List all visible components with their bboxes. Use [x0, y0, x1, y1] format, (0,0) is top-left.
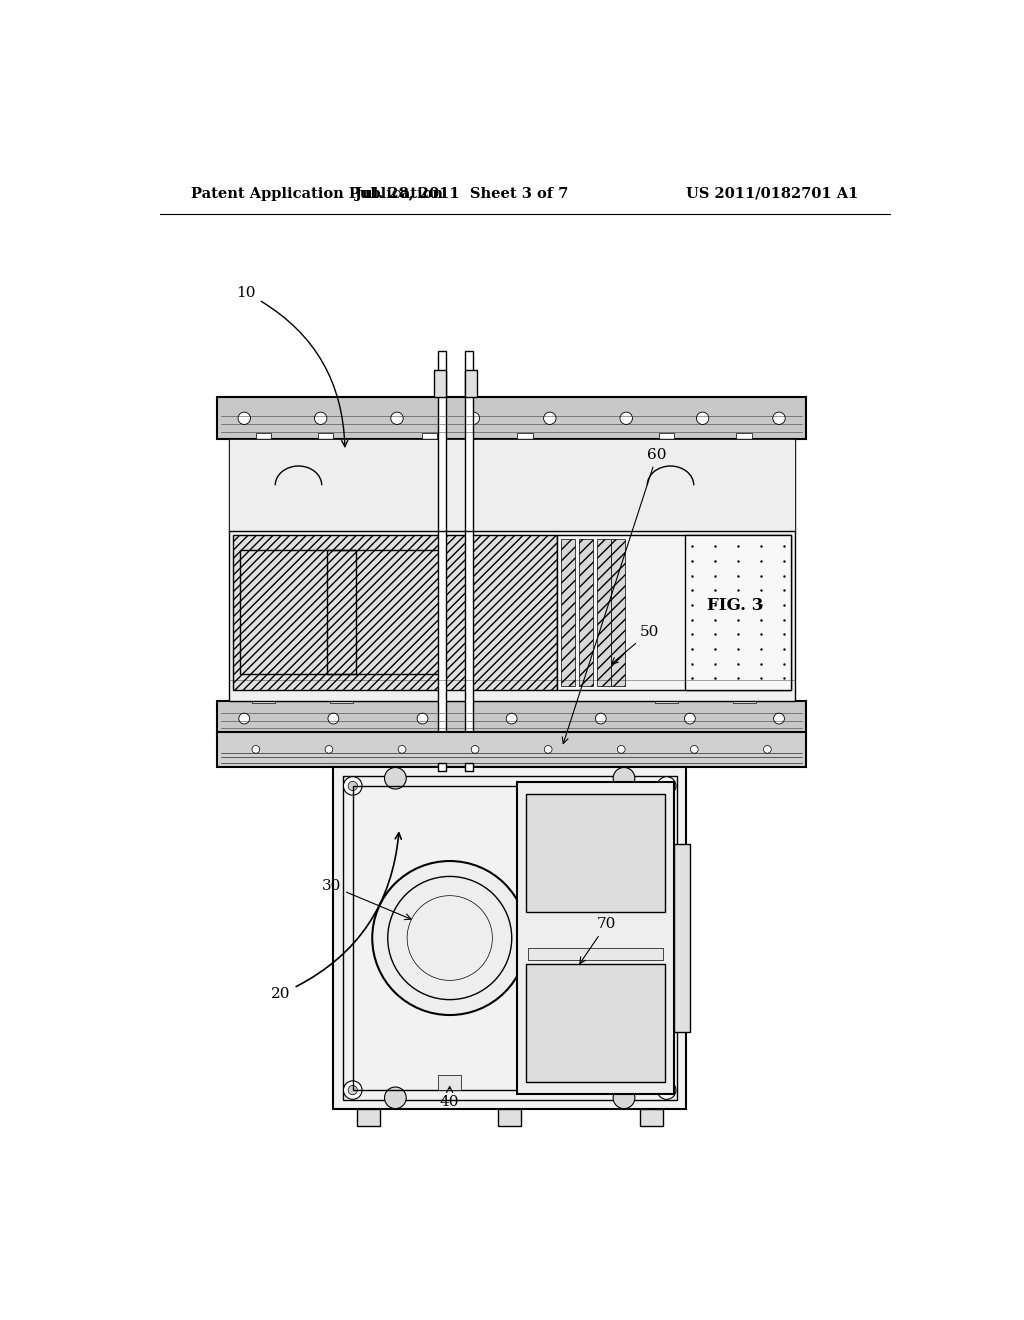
Text: US 2011/0182701 A1: US 2011/0182701 A1 — [686, 187, 858, 201]
Circle shape — [617, 746, 625, 754]
Text: Patent Application Publication: Patent Application Publication — [191, 187, 443, 201]
Bar — [217, 397, 806, 440]
Circle shape — [238, 412, 251, 425]
Bar — [465, 370, 477, 397]
Bar — [685, 535, 791, 689]
Bar — [526, 964, 665, 1082]
Bar — [328, 550, 442, 675]
Text: 20: 20 — [271, 833, 401, 1001]
Bar — [465, 351, 473, 928]
Bar — [597, 539, 611, 686]
Bar — [526, 793, 665, 912]
Circle shape — [613, 1088, 635, 1109]
Circle shape — [343, 776, 362, 795]
Bar — [528, 949, 663, 960]
Circle shape — [398, 746, 406, 754]
Text: 40: 40 — [440, 1086, 460, 1109]
Circle shape — [385, 767, 407, 789]
Circle shape — [417, 713, 428, 723]
Circle shape — [662, 781, 672, 791]
Bar — [330, 693, 352, 702]
Bar — [217, 733, 806, 767]
Circle shape — [613, 767, 635, 789]
Circle shape — [773, 713, 784, 723]
Bar — [736, 433, 752, 441]
Bar — [658, 433, 675, 441]
Circle shape — [773, 412, 785, 425]
Circle shape — [506, 713, 517, 723]
Bar — [655, 693, 678, 702]
Text: 70: 70 — [580, 917, 616, 964]
Circle shape — [314, 412, 327, 425]
Circle shape — [471, 746, 479, 754]
Bar — [438, 1074, 462, 1090]
Circle shape — [239, 713, 250, 723]
Text: 50: 50 — [611, 624, 658, 664]
Bar — [557, 535, 791, 689]
Bar — [675, 845, 690, 1032]
Bar — [232, 535, 557, 689]
Circle shape — [373, 861, 527, 1015]
Circle shape — [657, 776, 676, 795]
Circle shape — [343, 1081, 362, 1100]
Bar — [465, 763, 473, 771]
Circle shape — [544, 412, 556, 425]
Bar — [217, 701, 806, 737]
Circle shape — [325, 746, 333, 754]
Bar — [640, 1109, 663, 1126]
Bar — [579, 539, 593, 686]
Text: 60: 60 — [562, 447, 667, 743]
Bar — [334, 767, 686, 1109]
Bar — [561, 539, 574, 686]
Circle shape — [764, 746, 771, 754]
Bar — [438, 351, 445, 928]
Bar — [422, 433, 437, 441]
Bar — [498, 1109, 521, 1126]
Bar — [228, 440, 795, 531]
Circle shape — [684, 713, 695, 723]
Bar — [438, 763, 445, 771]
Circle shape — [690, 746, 698, 754]
Bar — [356, 1109, 380, 1126]
Circle shape — [328, 713, 339, 723]
Text: Jul. 28, 2011  Sheet 3 of 7: Jul. 28, 2011 Sheet 3 of 7 — [354, 187, 568, 201]
Bar — [352, 785, 521, 1090]
Circle shape — [348, 1085, 357, 1094]
Circle shape — [467, 412, 479, 425]
Bar — [517, 781, 675, 1094]
Bar — [343, 776, 677, 1100]
Bar — [241, 550, 356, 675]
Bar — [611, 539, 625, 686]
Circle shape — [595, 713, 606, 723]
Text: 10: 10 — [237, 286, 348, 446]
Circle shape — [252, 746, 260, 754]
Circle shape — [348, 781, 357, 791]
Text: 30: 30 — [322, 879, 411, 920]
Bar — [252, 693, 275, 702]
Bar — [434, 370, 445, 397]
Circle shape — [385, 1088, 407, 1109]
Bar — [228, 440, 795, 701]
Circle shape — [391, 412, 403, 425]
Circle shape — [696, 412, 709, 425]
Circle shape — [662, 1085, 672, 1094]
Bar — [256, 433, 271, 441]
Bar — [732, 693, 756, 702]
Bar — [317, 433, 334, 441]
Circle shape — [657, 1081, 676, 1100]
Text: FIG. 3: FIG. 3 — [708, 597, 764, 614]
Circle shape — [545, 746, 552, 754]
Circle shape — [620, 412, 633, 425]
Bar — [517, 433, 532, 441]
